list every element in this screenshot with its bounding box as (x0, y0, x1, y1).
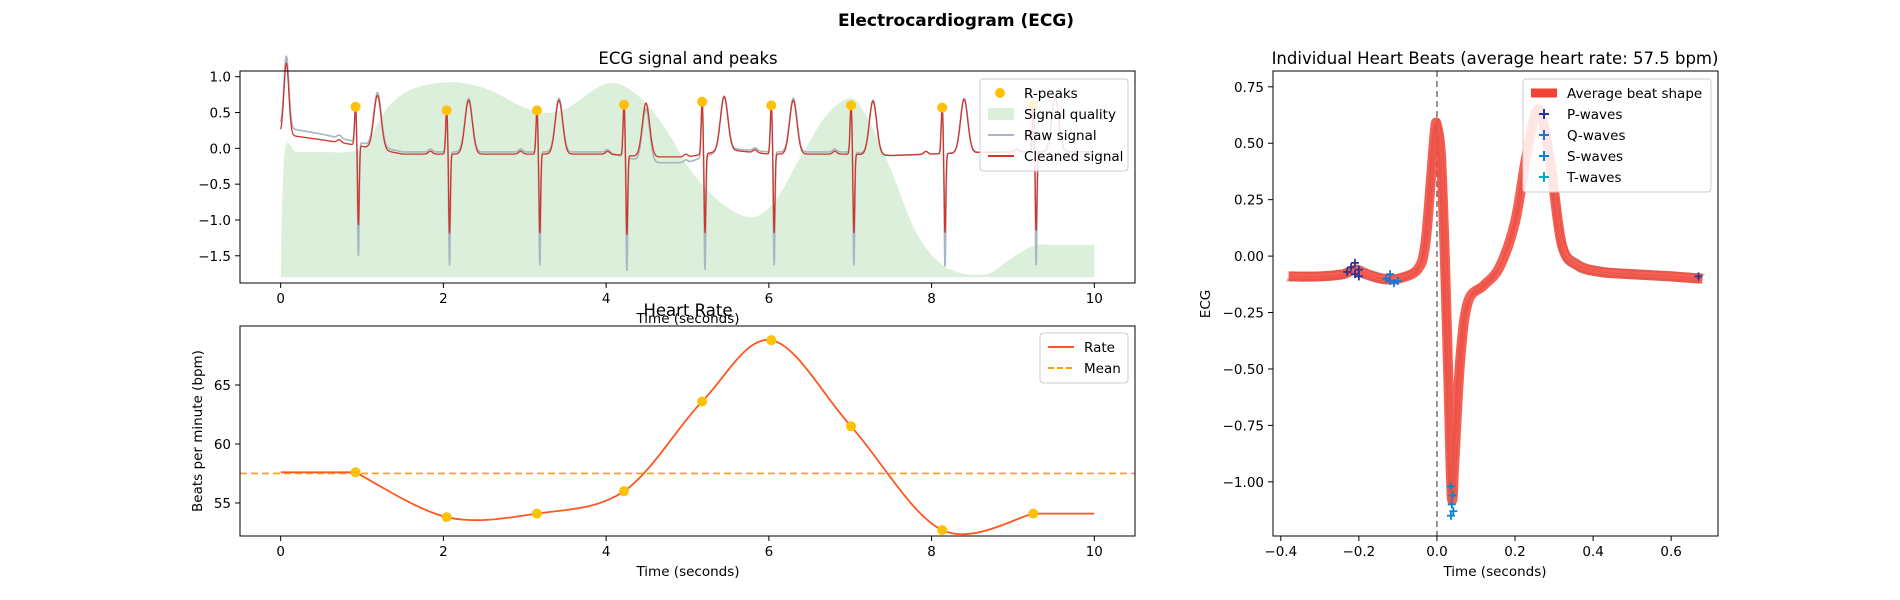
x-tick-label: −0.4 (1264, 544, 1297, 560)
ecg-axes-frame (239, 70, 1136, 284)
legend-patch (988, 108, 1014, 120)
rate-peak-point (441, 512, 452, 523)
y-tick-label: 0.50 (1234, 136, 1264, 152)
x-tick-label: 6 (765, 544, 774, 560)
rate-peak-point (531, 508, 542, 519)
legend-label: Average beat shape (1567, 86, 1702, 102)
rate-ylabel: Beats per minute (bpm) (190, 350, 206, 512)
rate-peak-point (619, 486, 630, 497)
y-tick-label: 0.0 (210, 141, 231, 157)
x-tick-label: 0 (276, 291, 285, 307)
r-peak-point (350, 101, 361, 112)
y-tick-label: −0.75 (1223, 418, 1264, 434)
ecg-panel-title: ECG signal and peaks (598, 49, 777, 68)
y-tick-label: 0.00 (1234, 249, 1264, 265)
r-peak-point (531, 105, 542, 116)
legend-label: Mean (1084, 361, 1121, 377)
rate-line (280, 339, 1095, 536)
legend-label: Q-waves (1567, 128, 1626, 144)
legend-label: Rate (1084, 340, 1115, 356)
x-tick-label: 10 (1086, 291, 1103, 307)
y-tick-label: −0.5 (198, 177, 231, 193)
beats-ticks: −0.4 −0.2 0.0 0.2 0.4 0.6 0.75 0.50 0.25 0.00 −0.2… (1223, 80, 1682, 560)
y-tick-label: 60 (214, 437, 231, 453)
rate-ticks: 0 2 4 6 8 10 55 60 65 (214, 378, 1103, 560)
legend-marker (995, 88, 1005, 98)
ecg-signal-panel: ECG signal and peaks 0 2 4 6 8 10 1.0 0.5 0.0 −0.… (198, 49, 1136, 327)
r-peak-point (619, 99, 630, 110)
legend-label: Raw signal (1024, 128, 1097, 144)
legend-box (979, 78, 1129, 172)
x-tick-label: 8 (927, 544, 936, 560)
legend-box (1522, 78, 1712, 193)
beats-xlabel: Time (seconds) (1442, 564, 1546, 580)
x-tick-label: 0 (276, 544, 285, 560)
x-tick-label: 0.0 (1426, 544, 1447, 560)
rate-peak-point (846, 421, 857, 432)
x-tick-label: 2 (439, 291, 448, 307)
x-tick-label: 0.2 (1504, 544, 1525, 560)
beats-panel-title: Individual Heart Beats (average heart ra… (1272, 49, 1719, 68)
y-tick-label: 0.25 (1234, 193, 1264, 209)
heart-beats-panel: Individual Heart Beats (average heart ra… (1198, 49, 1719, 580)
y-tick-label: 1.0 (210, 70, 231, 86)
legend-label: T-waves (1566, 170, 1622, 186)
y-tick-label: 0.75 (1234, 80, 1264, 96)
x-tick-label: 4 (602, 291, 611, 307)
rate-peak-point (766, 335, 777, 346)
x-tick-label: −0.2 (1342, 544, 1375, 560)
y-tick-label: 65 (214, 378, 231, 394)
ecg-legend: R-peaks Signal quality Raw signal Cleaned s… (979, 78, 1129, 172)
y-tick-label: −1.5 (198, 249, 231, 265)
y-tick-label: −1.00 (1223, 475, 1264, 491)
y-tick-label: 0.5 (210, 106, 231, 122)
rate-axes-frame (239, 325, 1136, 537)
y-tick-label: −1.0 (198, 213, 231, 229)
ecg-plot-area (279, 55, 1095, 278)
ecg-xlabel: Time (seconds) (635, 311, 739, 327)
rate-peak-point (1028, 508, 1039, 519)
legend-label: R-peaks (1024, 86, 1078, 102)
legend-label: S-waves (1567, 149, 1623, 165)
rate-xlabel: Time (seconds) (635, 564, 739, 580)
beats-axes-frame (1272, 70, 1719, 537)
rate-legend: Rate Mean (1039, 332, 1129, 384)
rate-plot-area (240, 335, 1135, 536)
y-tick-label: −0.25 (1223, 306, 1264, 322)
beats-ylabel: ECG (1198, 290, 1214, 318)
r-peak-point (766, 100, 777, 111)
x-tick-label: 6 (765, 291, 774, 307)
signal-quality-area (280, 82, 1095, 278)
y-tick-label: 55 (214, 496, 231, 512)
x-tick-label: 0.4 (1582, 544, 1603, 560)
x-tick-label: 0.6 (1660, 544, 1681, 560)
r-peak-point (697, 96, 708, 107)
x-tick-label: 4 (602, 544, 611, 560)
beats-plot-area (1286, 71, 1705, 536)
rate-peak-point (697, 396, 708, 407)
legend-label: Cleaned signal (1024, 149, 1123, 165)
y-tick-label: −0.50 (1223, 362, 1264, 378)
cleaned-signal-line (280, 62, 1095, 235)
rate-peak-point (350, 467, 361, 478)
ecg-ticks: 0 2 4 6 8 10 1.0 0.5 0.0 −0.5 −1.0 −1.5 (198, 70, 1103, 307)
x-tick-label: 2 (439, 544, 448, 560)
x-tick-label: 10 (1086, 544, 1103, 560)
legend-label: P-waves (1567, 107, 1622, 123)
r-peak-point (441, 105, 452, 116)
rate-peak-point (937, 525, 948, 536)
beats-legend: Average beat shape P-waves Q-waves S-waves T… (1522, 78, 1712, 193)
legend-box (1039, 332, 1129, 384)
rate-panel-title: Heart Rate (643, 301, 732, 320)
figure-suptitle: Electrocardiogram (ECG) (838, 11, 1074, 31)
r-peak-point (937, 102, 948, 113)
x-tick-label: 8 (927, 291, 936, 307)
legend-label: Signal quality (1024, 107, 1116, 123)
r-peak-point (846, 100, 857, 111)
